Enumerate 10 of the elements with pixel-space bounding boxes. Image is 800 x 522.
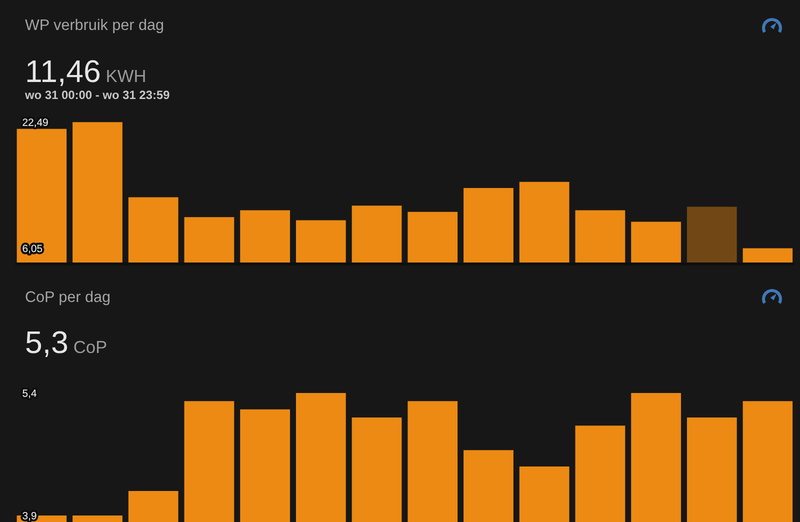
annotation: KWH	[107, 70, 145, 82]
y-tick-label: 22,49	[22, 118, 48, 128]
text: CoP	[74, 340, 106, 354]
text: WP verbruik per dag	[25, 18, 163, 34]
chart-title: CoP per dag	[26, 290, 110, 306]
text: 5,3	[26, 331, 68, 357]
annotation: wo 31 00:00 - wo 31 23:59	[24, 90, 170, 100]
annotation: 11,46	[27, 60, 100, 86]
y-tick-label: 6,05	[22, 244, 42, 254]
y-tick-label: 5,4	[22, 390, 36, 398]
